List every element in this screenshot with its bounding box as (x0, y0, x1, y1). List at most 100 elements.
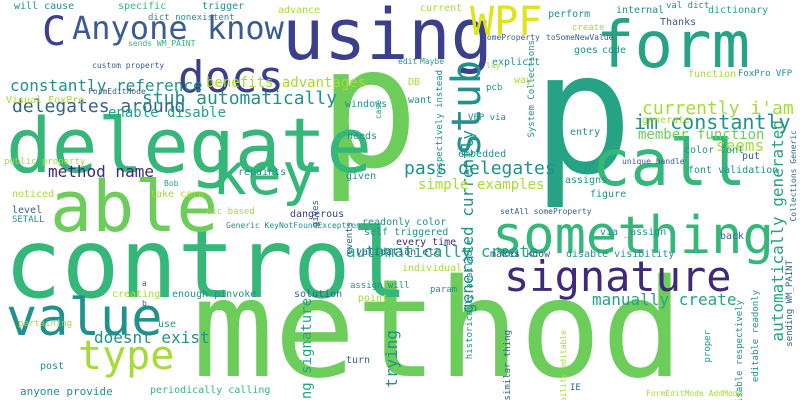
word-stub-automatically: stub automatically (142, 88, 338, 109)
word-post: post (40, 361, 65, 372)
word-p-left: p (318, 10, 420, 206)
word-a: a (142, 279, 147, 288)
word-via-assign: via _assign (600, 227, 667, 238)
word-repaints: repaints (238, 167, 287, 178)
word-assign-will: assign will (350, 281, 410, 291)
word-enough-pinvoke: enough pinvoke (172, 289, 257, 300)
word-automatically-create: automatically create (346, 242, 539, 261)
word-method: method (192, 251, 684, 400)
word-sending-wm-paint: sending WM_PAINT (785, 260, 795, 347)
word-individual: individual (402, 263, 463, 274)
word-every-time: every time (396, 237, 457, 248)
word-lay: lay (486, 61, 501, 70)
word-etc-based: etc based (206, 207, 255, 217)
word-windows: windows (345, 99, 388, 110)
word-creating: creating (112, 289, 161, 300)
word-dangerous: dangerous (290, 209, 345, 220)
word-p-right: p (532, 16, 634, 212)
word-param: param (430, 285, 458, 295)
word-entry: entry (570, 127, 601, 138)
word-setall: SETALL (12, 215, 45, 225)
word-proper: proper (703, 330, 713, 363)
word-take-care: take care (150, 189, 205, 200)
word-edit: edit (398, 57, 418, 66)
word-seems: seems (716, 136, 765, 155)
word-trigger: trigger (202, 1, 245, 12)
word-delegate: delegate (6, 101, 373, 190)
word-system-collections: System Collections (527, 40, 537, 138)
word-maybe: Maybe (420, 57, 445, 66)
word-use: use (158, 319, 177, 330)
word-using: using (282, 0, 493, 76)
word-embedded: embedded (458, 149, 507, 160)
word-disable-visibility: disable visibility (566, 249, 675, 260)
word-level: level (12, 205, 43, 216)
word-able: able (50, 166, 219, 248)
word-control: control (4, 208, 409, 320)
word-call: call (592, 127, 747, 201)
word-something: something (492, 206, 774, 266)
word-color-font: color font (684, 145, 745, 156)
word-put: put (742, 151, 761, 162)
word-back: back (720, 231, 745, 242)
word-function: function (688, 69, 737, 80)
word-thanks: Thanks (660, 17, 697, 28)
word-ie: IE (570, 383, 581, 393)
word-explicit: explicit (492, 57, 541, 68)
word-custom-property: custom property (92, 61, 165, 70)
word-val-dict: val dict (666, 1, 710, 11)
word-solution: solution (294, 289, 343, 300)
word-matching-signature: matching signature (299, 298, 315, 400)
word-create: create (572, 23, 605, 33)
word-font-validation: font validation (688, 165, 779, 176)
word-way: way (514, 75, 533, 86)
word-im-constantly: im constantly (634, 110, 791, 134)
word-specific: specific (118, 1, 167, 12)
word-type: type (78, 333, 175, 379)
word-point: point (358, 293, 389, 304)
word-given: given (346, 171, 377, 182)
word-pcb: pcb (486, 83, 503, 93)
word-C: C (42, 9, 67, 55)
word-method-name: method name (48, 162, 154, 181)
word-pertaining: pertaining (18, 319, 73, 329)
word-manually-create: manually create (592, 290, 737, 309)
word-current: current (420, 3, 463, 14)
word-currently-iam: currently i'am (642, 98, 794, 119)
word-simple-examples: simple examples (418, 177, 545, 193)
word-self-triggered: self triggered (364, 227, 449, 238)
word-visibility-editable: visibility editable (559, 330, 568, 400)
word-noticed: noticed (12, 189, 55, 200)
word-validation-etc: validation etc (356, 247, 441, 258)
word-similar-thing: similar thing (503, 330, 513, 400)
word-formeditmode: FormEditMode (88, 87, 146, 96)
word-collections-generic: Collections Generic (789, 130, 798, 222)
word-makes-know: makes know (490, 249, 551, 260)
word-goes: goes (574, 45, 599, 56)
word-vfp-via: VFP via (468, 113, 506, 123)
word-dictionary: dictionary (708, 5, 769, 16)
word-formeditmode-addmode: FormEditMode AddMode (646, 389, 743, 398)
word-member-function: member function (638, 127, 765, 143)
word-periodically-calling: periodically calling (150, 385, 271, 396)
word-historically-available: historically available (465, 240, 475, 360)
word-trying: trying (382, 330, 401, 388)
word-turn: turn (346, 355, 371, 366)
word-figure: figure (590, 189, 627, 200)
word-want: want (408, 95, 433, 106)
word-sends-wm-paint: sends WM_PAINT (128, 39, 196, 48)
word-case: case (374, 100, 383, 120)
word-someproperty: someProperty (482, 33, 540, 42)
word-respectively-instead: respectively instead (435, 70, 445, 179)
word-wpf: WPF (470, 0, 543, 45)
word-bob: Bob (164, 179, 179, 188)
word-unique-handle: unique handle (622, 157, 685, 166)
word-editable-readonly: editable readonly (751, 290, 761, 383)
word-pass-delegates: pass delegates (404, 158, 556, 179)
word-value: value (6, 288, 163, 348)
word-events: events (345, 222, 355, 255)
word-needs: needs (347, 131, 378, 142)
word-foxpro-vfp: FoxPro VFP (738, 69, 793, 79)
word-will-cause: will cause (14, 1, 75, 12)
